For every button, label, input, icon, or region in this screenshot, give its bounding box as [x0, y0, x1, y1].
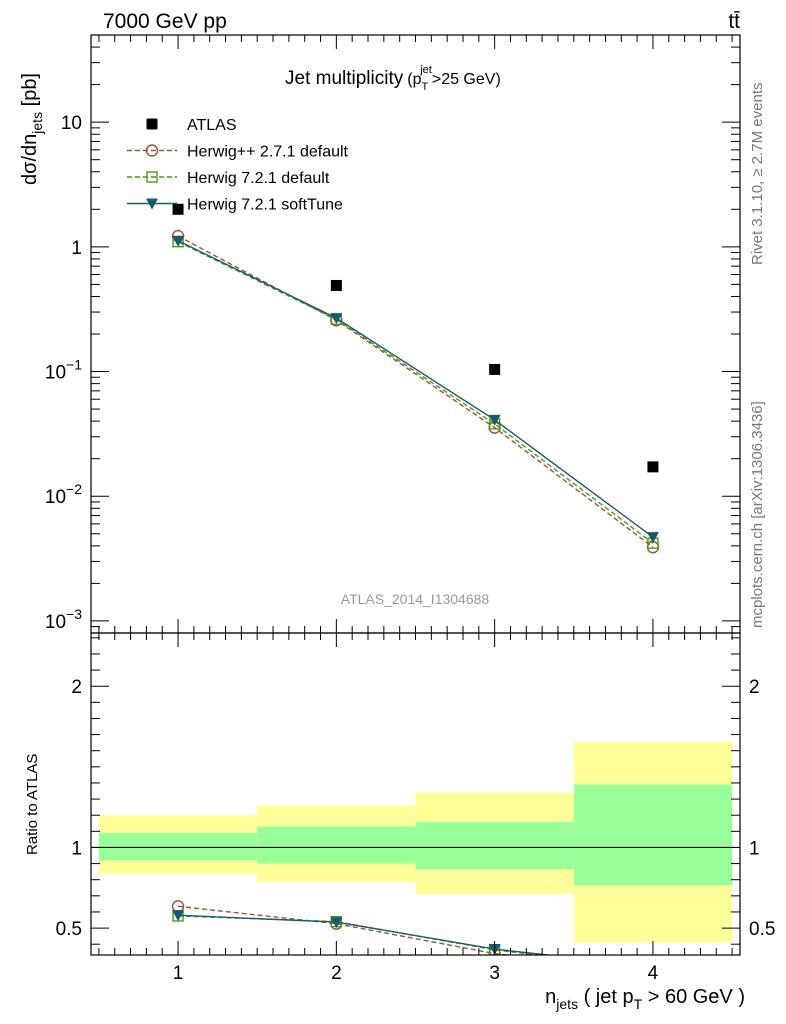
legend-marker — [146, 198, 158, 210]
band-inner — [573, 784, 733, 886]
watermark: ATLAS_2014_I1304688 — [341, 591, 490, 607]
ratio-ytick-label-right: 1 — [749, 838, 760, 859]
energy-label: 7000 GeV pp — [103, 10, 227, 33]
ratio-xlabel: njets ( jet pT > 60 GeV ) — [545, 986, 745, 1012]
ratio-marks — [91, 741, 740, 955]
legend-marker — [145, 144, 159, 157]
series-3-point — [488, 414, 501, 426]
ratio-ytick-label-right: 2 — [749, 677, 760, 698]
series-0-point — [330, 279, 342, 291]
series-0-point — [172, 203, 184, 215]
series-3-line — [177, 240, 654, 538]
legend-label: Herwig 7.2.1 default — [187, 170, 330, 187]
mcplots-label: mcplots.cern.ch [arXiv:1306.3436] — [749, 401, 766, 628]
main-ytick-label: 10−3 — [45, 606, 82, 633]
series-0-point — [489, 363, 501, 375]
ratio-series-3-point — [172, 910, 185, 922]
ratio-ytick-label: 0.5 — [56, 919, 82, 940]
ratio-ytick-label: 2 — [71, 677, 82, 698]
legend-marker — [146, 118, 158, 130]
legend-entry: ATLAS — [146, 117, 237, 134]
legend-entry: Herwig 7.2.1 softTune — [127, 197, 343, 214]
rivet-label: Rivet 3.1.10, ≥ 2.7M events — [749, 83, 766, 266]
ratio-ytick-label-right: 0.5 — [749, 919, 775, 940]
band-inner — [415, 821, 574, 870]
ratio-series-3-line — [178, 914, 555, 955]
ratio-xtick-label: 3 — [489, 963, 500, 984]
ratio-panel: 1 2 3 4 0.5 0.5 1 1 2 2 Ratio to ATLAS njets ( je… — [24, 632, 775, 1012]
series-3-point — [646, 532, 659, 544]
main-ytick-label: 10 — [61, 113, 82, 134]
ratio-ytick-label: 1 — [71, 838, 82, 859]
legend-entry: Herwig++ 2.7.1 default — [127, 144, 349, 161]
ratio-xtick-label: 1 — [173, 963, 184, 984]
band-inner — [257, 826, 416, 864]
series-3-point — [172, 235, 185, 247]
band-inner — [98, 832, 258, 861]
main-ytick-label: 10−2 — [45, 481, 82, 508]
main-ytick-label: 1 — [71, 238, 82, 259]
legend-entry: Herwig 7.2.1 default — [127, 170, 330, 187]
series-1-line — [177, 235, 654, 548]
legend-marker — [146, 171, 158, 183]
ratio-xtick-label: 2 — [331, 963, 342, 984]
ratio-series-3-point — [330, 917, 343, 929]
main-ytick-label: 10−1 — [45, 357, 82, 384]
series-0-point — [647, 461, 659, 473]
legend-label: Herwig++ 2.7.1 default — [187, 144, 349, 161]
series-2-line — [177, 241, 654, 544]
ratio-xtick-label: 4 — [648, 963, 659, 984]
ratio-ylabel: Ratio to ATLAS — [24, 754, 41, 855]
ratio-ticks: 1 2 3 4 0.5 0.5 1 1 2 2 — [56, 633, 775, 984]
main-ticks: 10 1 10−1 10−2 10−3 — [45, 34, 740, 634]
process-label: tt̄ — [728, 10, 740, 33]
main-marks — [171, 203, 660, 554]
main-title: Jet multiplicity (pTjet>25 GeV) — [285, 64, 501, 93]
main-ylabel: dσ/dnjets [pb] — [19, 73, 45, 185]
legend-label: Herwig 7.2.1 softTune — [187, 197, 343, 214]
legend-label: ATLAS — [187, 117, 237, 134]
series-3-point — [330, 313, 343, 325]
legend: ATLAS Herwig++ 2.7.1 default Herwig 7.2.1 … — [127, 117, 349, 214]
main-panel: 10 1 10−1 10−2 10−3 Jet multiplicity (pTjet>2… — [19, 34, 741, 634]
